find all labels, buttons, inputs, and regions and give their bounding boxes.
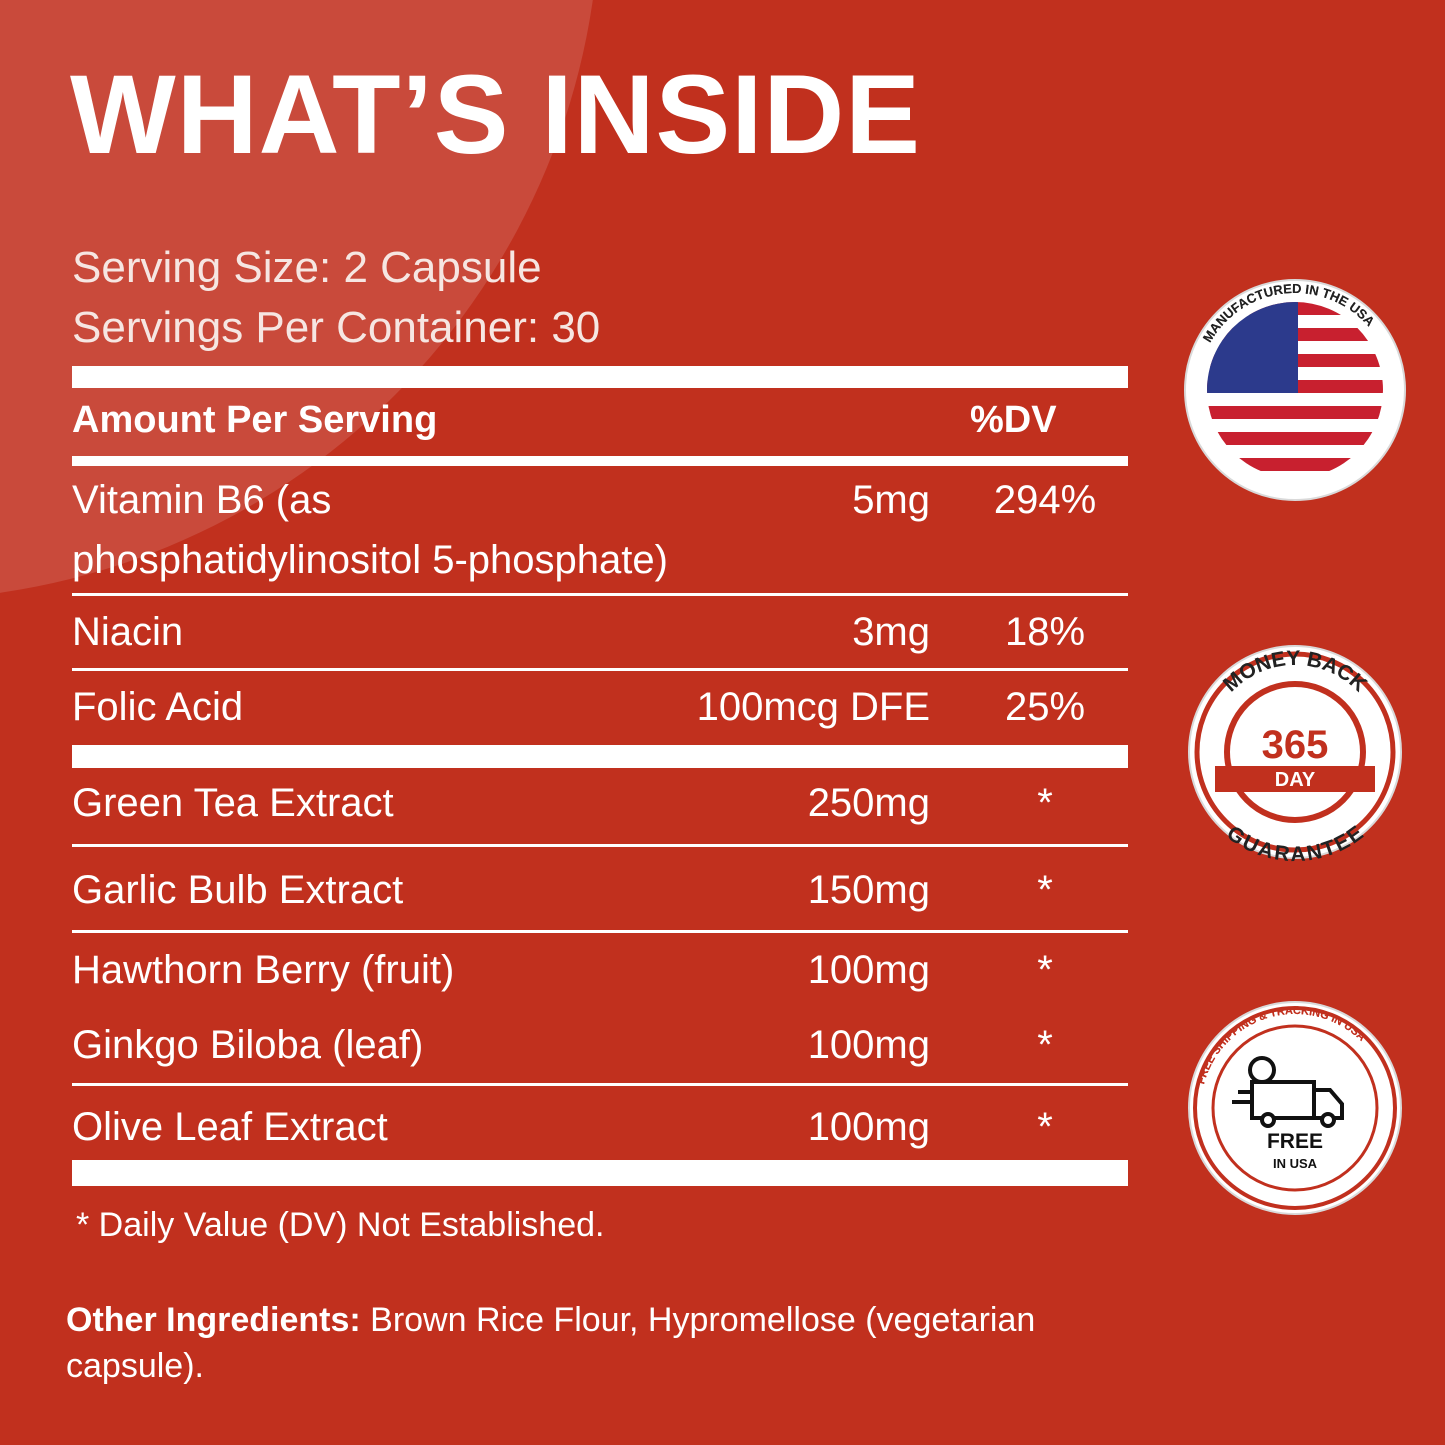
other-label: Other Ingredients: xyxy=(66,1301,361,1339)
rule xyxy=(72,668,1128,671)
serving-size: Serving Size: 2 Capsule xyxy=(72,243,542,292)
ingredient-amount: 250mg xyxy=(807,781,930,825)
truck-icon xyxy=(1232,1056,1344,1128)
badge-band xyxy=(1215,766,1375,792)
ingredient-name: Olive Leaf Extract xyxy=(72,1105,388,1149)
ingredient-amount: 3mg xyxy=(852,610,930,654)
ingredient-name: Green Tea Extract xyxy=(72,781,394,825)
badge-ring xyxy=(1194,651,1396,853)
ingredient-name: Hawthorn Berry (fruit) xyxy=(72,948,455,992)
rule-thick xyxy=(72,366,1128,388)
rule xyxy=(72,930,1128,933)
ingredient-amount: 150mg xyxy=(807,868,930,912)
badge-unit: DAY xyxy=(1275,769,1316,791)
ingredient-dv: 18% xyxy=(1004,610,1086,654)
other-ingredients: Other Ingredients: Brown Rice Flour, Hyp… xyxy=(66,1297,1116,1389)
rule-thick xyxy=(72,745,1128,768)
badge-ring xyxy=(1224,681,1366,823)
ingredient-amount: 100mg xyxy=(807,948,930,992)
table-rules xyxy=(72,366,1128,1186)
table-header: %DV xyxy=(970,399,1057,441)
ingredient-dv: * xyxy=(1037,948,1053,992)
ingredient-amount: 100mg xyxy=(807,1105,930,1149)
badge-disc xyxy=(1188,645,1402,859)
badge-made-in-usa: MANUFACTURED IN THE USA MANUFACTURED IN … xyxy=(1184,279,1406,501)
decor-circle xyxy=(0,0,593,593)
ingredient-name: Niacin xyxy=(72,610,184,654)
rule xyxy=(72,1083,1128,1086)
ingredient-dv: 294% xyxy=(993,478,1097,522)
rule xyxy=(72,844,1128,847)
badge-number: 365 xyxy=(1262,723,1329,767)
ingredient-amount: 100mg xyxy=(807,1023,930,1067)
ingredient-name: Ginkgo Biloba (leaf) xyxy=(72,1023,424,1067)
ingredient-name: Folic Acid xyxy=(72,685,244,729)
badge-sub: IN USA xyxy=(1273,1156,1318,1171)
flag xyxy=(1207,302,1383,478)
ingredient-dv: * xyxy=(1037,868,1053,912)
servings-per-container: Servings Per Container: 30 xyxy=(72,303,601,352)
table-header: Amount Per Serving xyxy=(72,399,438,441)
title: WHAT’S INSIDE xyxy=(70,52,921,177)
rule-thick xyxy=(72,456,1128,466)
footnote: * Daily Value (DV) Not Established. xyxy=(76,1206,605,1244)
ingredient-dv: * xyxy=(1037,781,1053,825)
rule xyxy=(72,593,1128,596)
badge-guarantee: MONEY BACK 365 DAY GUARANTEE xyxy=(1188,645,1402,867)
badge-ring xyxy=(1193,1006,1397,1210)
badge-label: FREE xyxy=(1267,1130,1323,1153)
ingredient-name: Vitamin B6 (as phosphatidylinositol 5-ph… xyxy=(72,478,668,582)
other-text: Brown Rice Flour, Hypromellose (vegetari… xyxy=(66,1301,1036,1385)
badge-ring xyxy=(1211,1024,1379,1192)
ingredient-dv: * xyxy=(1037,1023,1053,1067)
badge-disc xyxy=(1188,1001,1402,1215)
ingredient-amount: 100mcg DFE xyxy=(696,685,930,729)
badge-shipping: FREE SHIPPING & TRACKING IN USA FREE SHI… xyxy=(1188,1001,1402,1215)
ingredient-name: Garlic Bulb Extract xyxy=(72,868,404,912)
ingredient-amount: 5mg xyxy=(852,478,930,522)
rule-thick xyxy=(72,1160,1128,1186)
ingredient-dv: 25% xyxy=(1004,685,1086,729)
ingredient-dv: * xyxy=(1037,1105,1053,1149)
